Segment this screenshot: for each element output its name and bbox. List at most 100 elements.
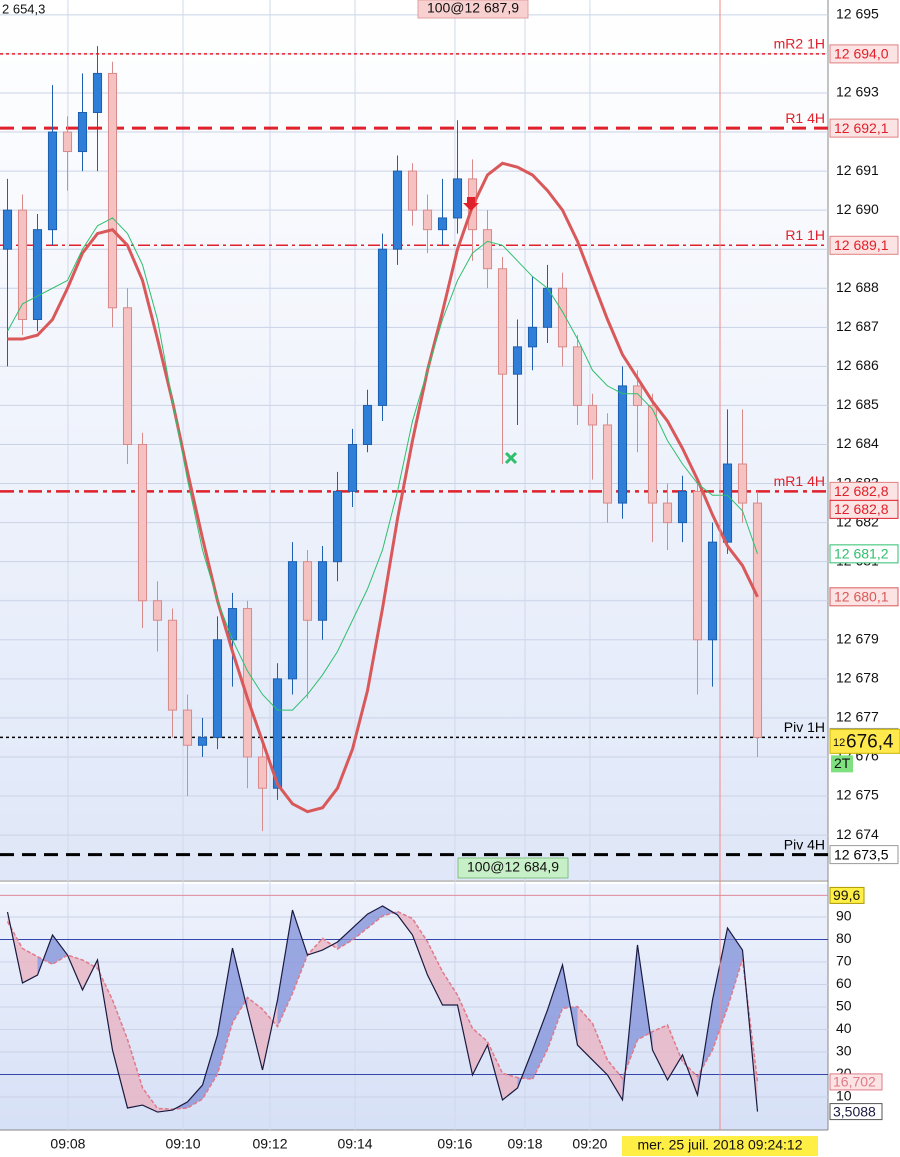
oscillator-fill (727, 928, 743, 1008)
candle-body (587, 404, 598, 426)
oscillator-fill (217, 948, 233, 1075)
candle-body (152, 600, 163, 621)
candle-body (407, 170, 418, 211)
y-tick-label: 50 (836, 998, 852, 1014)
order-box (417, 0, 529, 19)
moving-average (7, 217, 758, 711)
x-tick-label: 09:20 (572, 1136, 607, 1152)
candle-body (662, 502, 673, 524)
candle-body (377, 248, 388, 406)
y-tick-label: 12 678 (836, 670, 879, 686)
oscillator-fill (22, 948, 38, 983)
x-tick-label: 09:18 (507, 1136, 542, 1152)
candle-body (602, 424, 613, 504)
oscillator-fill (112, 1000, 128, 1109)
level-value: 12 673,5 (834, 846, 889, 862)
oscillator-fill (352, 914, 368, 940)
candle-body (47, 131, 58, 231)
candle-body (182, 709, 193, 746)
level-name: Piv 4H (784, 836, 825, 852)
oscillator-fill (337, 928, 353, 949)
candle-body (722, 463, 733, 543)
level-value: 12 689,1 (834, 237, 889, 253)
last-price-large: 676,4 (846, 731, 894, 752)
candle-body (692, 490, 703, 641)
candle-body (317, 561, 328, 621)
candle-body (2, 209, 13, 250)
y-tick-label: 90 (836, 908, 852, 924)
x-tick-label: 09:10 (165, 1136, 200, 1152)
order-label: 100@12 687,9 (427, 0, 519, 16)
price-label: 12 680,1 (834, 589, 889, 605)
top-level-label: 99,6 (833, 887, 860, 903)
candle-body (92, 72, 103, 113)
candle-body (737, 463, 748, 504)
x-tick-label: 09:08 (50, 1136, 85, 1152)
y-tick-label: 70 (836, 953, 852, 969)
candle-body (287, 561, 298, 680)
candle-body (527, 326, 538, 348)
oscillator-fill (652, 1024, 668, 1080)
level-value-box (829, 44, 899, 64)
level-name: R1 4H (785, 110, 825, 126)
last-value-box (829, 1073, 883, 1091)
oscillator-fill (592, 1023, 608, 1075)
y-tick-label: 12 687 (836, 318, 879, 334)
sell-arrow (463, 197, 479, 211)
y-tick-label: 12 690 (836, 201, 879, 217)
y-tick-label: 12 674 (836, 826, 879, 842)
y-tick-label: 12 677 (836, 709, 879, 725)
candle-body (542, 287, 553, 328)
oscillator-fill (502, 1073, 518, 1100)
candle-body (257, 756, 268, 789)
oscillator-line (6, 905, 759, 1113)
x-tick-label: 09:14 (338, 1136, 373, 1152)
oscillator-fill (262, 1000, 278, 1070)
candle-body (107, 72, 118, 309)
order-label: 100@12 684,9 (467, 859, 559, 875)
candle-body (167, 619, 178, 711)
price-box (829, 499, 899, 519)
oscillator-fill (292, 910, 308, 994)
oscillator-fill (232, 948, 248, 1023)
oscillator-fill (442, 971, 458, 1005)
oscillator-fill (367, 905, 383, 929)
y-tick-label: 12 679 (836, 630, 879, 646)
level-name: R1 1H (785, 227, 825, 243)
exit-marker (504, 451, 518, 465)
candle-body (197, 736, 208, 746)
oscillator-fill (277, 910, 293, 1027)
candle-body (32, 229, 43, 321)
candle-body (422, 209, 433, 231)
y-tick-label: 60 (836, 975, 852, 991)
oscillator-fill (427, 941, 443, 1005)
timestamp: mer. 25 juil. 2018 09:24:12 (637, 1137, 802, 1153)
level-name: Piv 1H (784, 719, 825, 735)
oscillator-line (6, 910, 759, 1110)
corner-label: 2 654,3 (2, 1, 45, 16)
oscillator-fill (412, 918, 428, 976)
candle-body (452, 178, 463, 219)
candle-body (137, 443, 148, 602)
price-label: 12 682,8 (834, 501, 889, 517)
tag-box (831, 755, 853, 773)
oscillator-fill (127, 1039, 143, 1109)
candle-body (242, 608, 253, 758)
level-value: 12 694,0 (834, 46, 889, 62)
price-box (829, 544, 899, 564)
level-name: mR2 1H (774, 36, 825, 52)
candle-body (227, 608, 238, 641)
level-name: mR1 4H (774, 473, 825, 489)
candle-body (482, 229, 493, 270)
top-level-box (829, 886, 865, 904)
tag: 2T (834, 755, 851, 771)
candle-body (17, 209, 28, 321)
candle-body (752, 502, 763, 738)
candle-body (302, 561, 313, 621)
oscillator-fill (187, 1085, 203, 1109)
timestamp-box (622, 1136, 818, 1156)
candle-body (347, 443, 358, 492)
oscillator-fill (142, 1087, 158, 1113)
candle-body (62, 131, 73, 153)
